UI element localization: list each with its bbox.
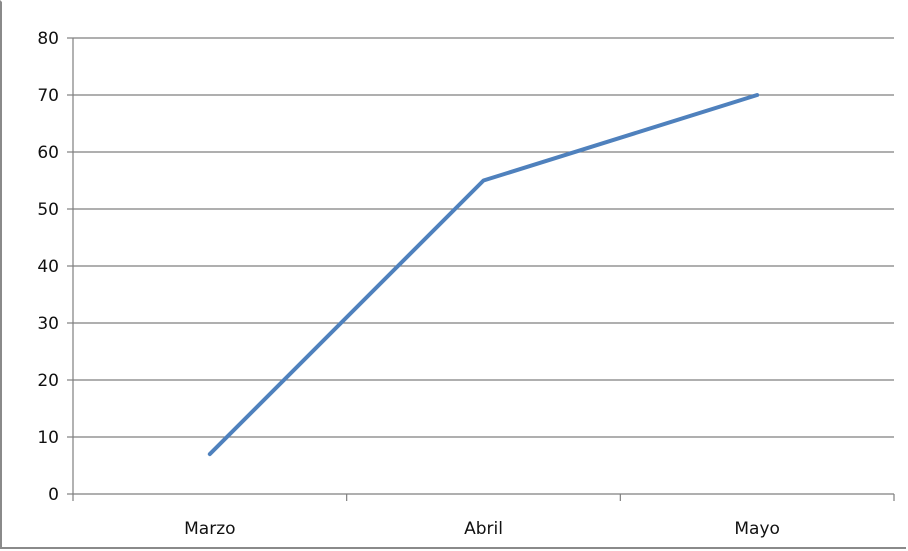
- x-tick-label: Mayo: [734, 519, 780, 539]
- y-tick-label: 70: [37, 86, 59, 106]
- gridlines: [73, 37, 894, 438]
- y-tick-label: 10: [37, 428, 59, 448]
- y-tick-label: 50: [37, 200, 59, 220]
- y-tick-label: 40: [37, 257, 59, 277]
- series-line-0: [207, 93, 760, 457]
- axes: [67, 37, 895, 501]
- series-group: [207, 93, 760, 457]
- y-tick-label: 80: [37, 29, 59, 49]
- y-tick-label: 0: [48, 485, 59, 505]
- y-axis-tick-labels: 0 10 20 30 40 50 60 70 80: [37, 29, 59, 505]
- x-axis-tick-labels: Marzo Abril Mayo: [184, 519, 780, 539]
- y-tick-label: 30: [37, 314, 59, 334]
- x-tick-label: Abril: [464, 519, 503, 539]
- y-tick-label: 20: [37, 371, 59, 391]
- y-tick-label: 60: [37, 143, 59, 163]
- x-tick-label: Marzo: [184, 519, 235, 539]
